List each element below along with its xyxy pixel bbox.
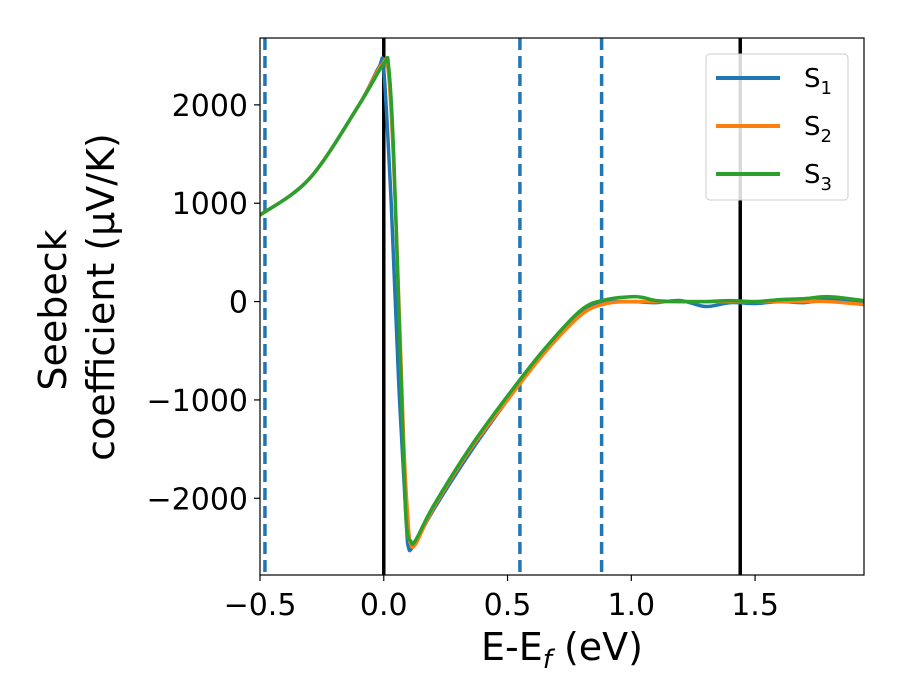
legend-label-S1: S1 (804, 64, 832, 99)
x-tick-label: 1.5 (731, 588, 779, 623)
legend-label-S3: S3 (804, 160, 832, 195)
y-axis-label-line1: Seebeck (31, 229, 75, 390)
y-ticks: 2000 1000 0 −1000 −2000 (147, 89, 260, 517)
legend-label-S2: S2 (804, 112, 832, 147)
reference-lines (263, 38, 742, 575)
x-axis-label: E-Ef (eV) (481, 625, 643, 675)
y-tick-label: 1000 (172, 187, 248, 222)
y-tick-label: −1000 (147, 384, 248, 419)
plot-frame (259, 37, 865, 576)
x-tick-label: −0.5 (224, 588, 297, 623)
legend: S1 S2 S3 (705, 53, 849, 201)
x-tick-label: 0.0 (360, 588, 408, 623)
x-tick-label: 1.0 (607, 588, 655, 623)
y-tick-label: 0 (229, 286, 248, 321)
y-axis-label-line2: coefficient (μV/K) (79, 133, 123, 461)
x-tick-label: 0.5 (484, 588, 532, 623)
y-tick-label: 2000 (172, 89, 248, 124)
series-lines (260, 55, 864, 553)
series-line-S3 (260, 55, 864, 546)
y-tick-label: −2000 (147, 482, 248, 517)
x-ticks: −0.5 0.0 0.5 1.0 1.5 (224, 575, 779, 623)
